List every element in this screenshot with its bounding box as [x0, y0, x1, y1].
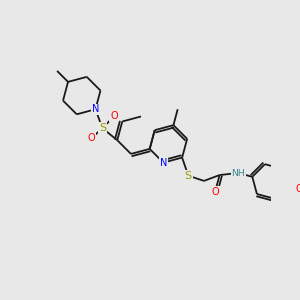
- Text: S: S: [185, 171, 192, 181]
- Text: N: N: [160, 158, 167, 168]
- Text: S: S: [99, 123, 106, 133]
- Text: O: O: [110, 111, 118, 121]
- Text: O: O: [88, 133, 95, 143]
- Text: O: O: [211, 187, 219, 197]
- Text: NH: NH: [231, 169, 245, 178]
- Text: N: N: [92, 104, 99, 114]
- Text: O: O: [296, 184, 300, 194]
